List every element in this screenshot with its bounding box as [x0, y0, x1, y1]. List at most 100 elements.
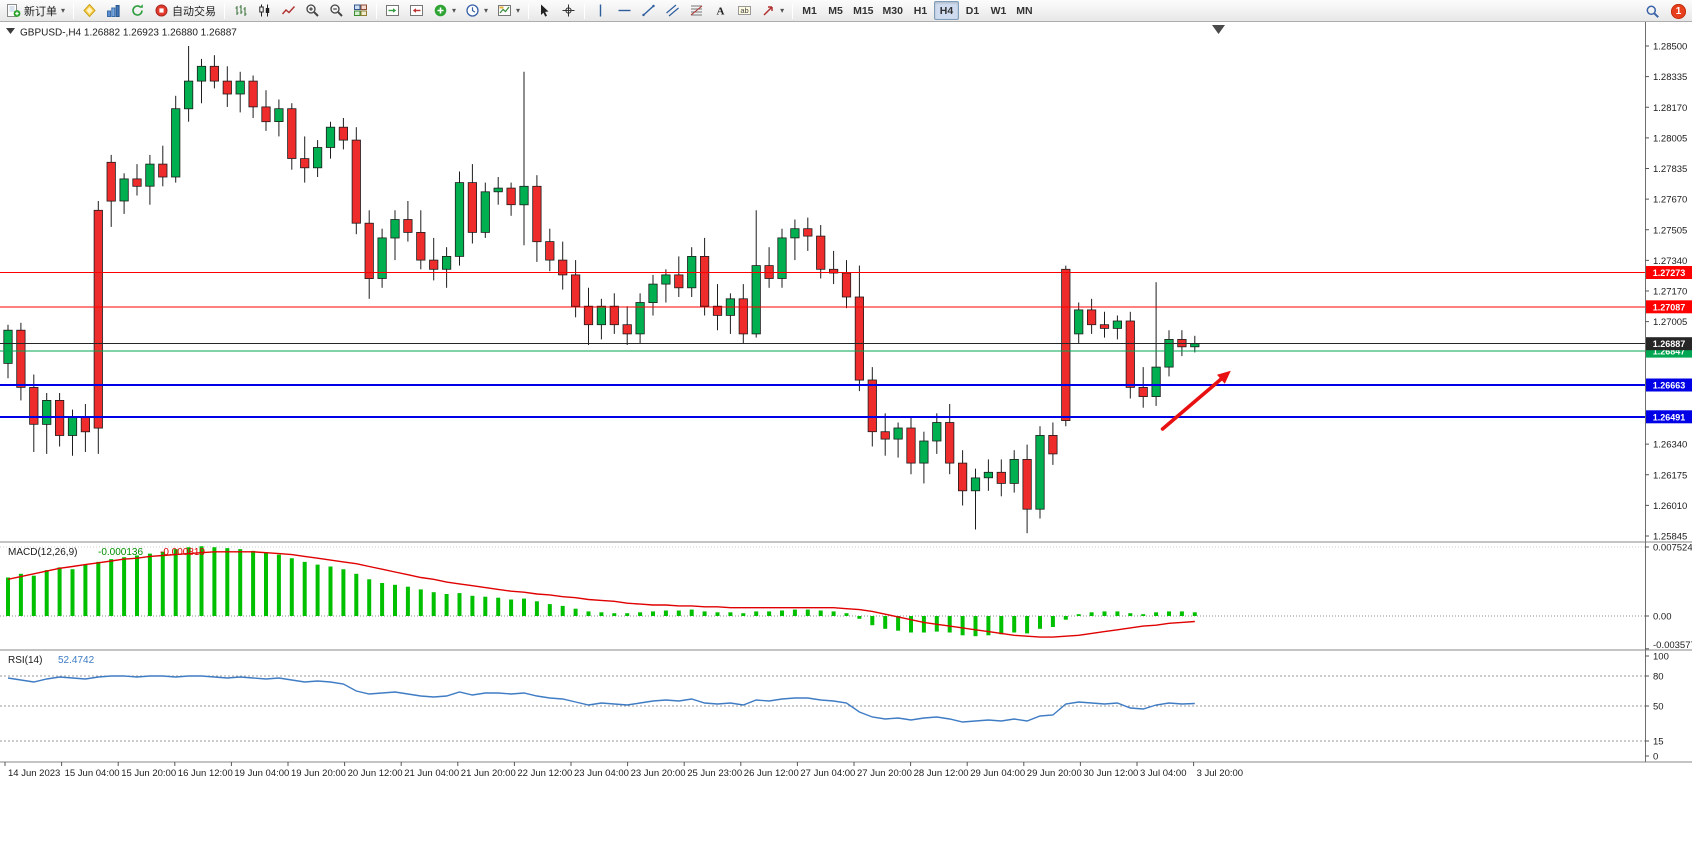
text-button[interactable]: A — [709, 1, 732, 20]
timeframe-w1-button[interactable]: W1 — [986, 1, 1011, 20]
metaeditor-button[interactable] — [78, 1, 101, 20]
hline-objects[interactable] — [0, 272, 1645, 418]
arrows-icon — [761, 3, 776, 18]
svg-text:1.26887: 1.26887 — [1653, 339, 1686, 349]
notification-badge[interactable]: 1 — [1671, 3, 1686, 19]
svg-text:14 Jun 2023: 14 Jun 2023 — [8, 768, 60, 779]
chart-shift-button[interactable] — [405, 1, 428, 20]
equidistant-channel-icon — [665, 3, 680, 18]
price-scale[interactable]: 1.28500 1.28335 1.28170 1.28005 1.27835 1.276… — [1645, 22, 1692, 763]
svg-text:21 Jun 04:00: 21 Jun 04:00 — [404, 768, 459, 779]
svg-text:29 Jun 20:00: 29 Jun 20:00 — [1027, 768, 1082, 779]
timeframe-m15-button[interactable]: M15 — [849, 1, 877, 20]
chart-shift-icon — [409, 3, 424, 18]
indicators-button[interactable]: ▾ — [429, 1, 460, 20]
equidistant-channel-button[interactable] — [661, 1, 684, 20]
timeframe-m30-button[interactable]: M30 — [879, 1, 907, 20]
new-order-button[interactable]: 新订单 ▾ — [2, 1, 69, 20]
bar-chart-button[interactable] — [229, 1, 252, 20]
zoom-out-button[interactable] — [325, 1, 348, 20]
resistance-line-2-badge — [1646, 300, 1692, 314]
svg-text:20 Jun 12:00: 20 Jun 12:00 — [348, 768, 403, 779]
bar-chart-icon — [233, 3, 248, 18]
line-chart-button[interactable] — [277, 1, 300, 20]
rsi-panel: RSI(14) 52.4742 — [0, 655, 1645, 742]
chevron-down-icon: ▾ — [452, 6, 457, 15]
cursor-button[interactable] — [533, 1, 556, 20]
crosshair-icon — [561, 3, 576, 18]
line-chart-icon — [281, 3, 296, 18]
chart-canvas[interactable]: MACD(12,26,9) -0.000136 -0.000819 RSI(14) 52… — [0, 22, 1692, 846]
periods-button[interactable]: ▾ — [461, 1, 492, 20]
svg-text:52.4742: 52.4742 — [58, 655, 95, 666]
refresh-button[interactable] — [126, 1, 149, 20]
svg-text:21 Jun 20:00: 21 Jun 20:00 — [461, 768, 516, 779]
crosshair-button[interactable] — [557, 1, 580, 20]
templates-button[interactable]: ▾ — [493, 1, 524, 20]
svg-text:15 Jun 04:00: 15 Jun 04:00 — [65, 768, 120, 779]
svg-text:3 Jul 20:00: 3 Jul 20:00 — [1197, 768, 1243, 779]
timeframe-h4-button[interactable]: H4 — [933, 1, 959, 20]
candles-layer — [3, 46, 1200, 534]
refresh-icon — [130, 3, 145, 18]
svg-text:1.27005: 1.27005 — [1653, 317, 1687, 328]
metaeditor-icon — [82, 3, 97, 18]
autotrading-button[interactable]: 自动交易 — [150, 1, 220, 20]
svg-text:-0.000819: -0.000819 — [160, 547, 205, 558]
svg-text:0.007524: 0.007524 — [1653, 543, 1692, 554]
svg-text:1.26340: 1.26340 — [1653, 440, 1687, 451]
svg-text:19 Jun 04:00: 19 Jun 04:00 — [234, 768, 289, 779]
svg-text:ab: ab — [740, 6, 748, 15]
new-order-icon — [6, 3, 21, 18]
svg-text:1.27087: 1.27087 — [1653, 302, 1686, 312]
svg-text:RSI(14): RSI(14) — [8, 655, 42, 666]
templates-icon — [497, 3, 512, 18]
svg-text:50: 50 — [1653, 702, 1664, 713]
timeframe-h1-button[interactable]: H1 — [908, 1, 933, 20]
autotrading-icon — [154, 3, 169, 18]
svg-text:0.00: 0.00 — [1653, 612, 1672, 623]
text-label-button[interactable]: ab — [733, 1, 756, 20]
new-order-label: 新订单 — [24, 5, 57, 18]
timeframe-m5-button[interactable]: M5 — [823, 1, 848, 20]
toolbar-separator — [224, 2, 226, 19]
tile-windows-button[interactable] — [349, 1, 372, 20]
horizontal-line-button[interactable] — [613, 1, 636, 20]
svg-text:1.27170: 1.27170 — [1653, 287, 1687, 298]
svg-text:1.27340: 1.27340 — [1653, 256, 1687, 267]
time-axis[interactable]: 14 Jun 2023 15 Jun 04:00 15 Jun 20:00 16 Ju… — [4, 762, 1243, 779]
timeframe-mn-button[interactable]: MN — [1012, 1, 1037, 20]
support-line-blue-2-badge — [1646, 410, 1692, 424]
svg-text:1.28170: 1.28170 — [1653, 103, 1687, 114]
toolbar-separator — [792, 2, 794, 19]
svg-text:19 Jun 20:00: 19 Jun 20:00 — [291, 768, 346, 779]
vertical-line-icon — [593, 3, 608, 18]
arrow-annotation[interactable] — [1160, 370, 1231, 431]
search-button[interactable] — [1641, 2, 1664, 21]
fibonacci-button[interactable] — [685, 1, 708, 20]
bid-price-line-badge — [1646, 337, 1692, 351]
symbol-dropdown-icon — [6, 28, 15, 34]
svg-text:-0.000136: -0.000136 — [98, 547, 143, 558]
svg-text:22 Jun 12:00: 22 Jun 12:00 — [517, 768, 572, 779]
vertical-line-button[interactable] — [589, 1, 612, 20]
resistance-line-1-badge — [1646, 266, 1692, 279]
periods-icon — [465, 3, 480, 18]
candlestick-chart-button[interactable] — [253, 1, 276, 20]
auto-scroll-button[interactable] — [381, 1, 404, 20]
auto-scroll-icon — [385, 3, 400, 18]
timeframe-d1-button[interactable]: D1 — [960, 1, 985, 20]
svg-text:1.26010: 1.26010 — [1653, 501, 1687, 512]
chart-window: MACD(12,26,9) -0.000136 -0.000819 RSI(14) 52… — [0, 22, 1692, 846]
macd-panel: MACD(12,26,9) -0.000136 -0.000819 — [0, 546, 1645, 638]
trendline-button[interactable] — [637, 1, 660, 20]
timeframe-m1-button[interactable]: M1 — [797, 1, 822, 20]
arrows-button[interactable]: ▾ — [757, 1, 788, 20]
text-icon: A — [713, 3, 728, 18]
svg-text:3 Jul 04:00: 3 Jul 04:00 — [1140, 768, 1186, 779]
svg-text:27 Jun 20:00: 27 Jun 20:00 — [857, 768, 912, 779]
zoom-in-button[interactable] — [301, 1, 324, 20]
toolbar-separator — [584, 2, 586, 19]
svg-text:1.27273: 1.27273 — [1653, 268, 1686, 278]
charts-button[interactable] — [102, 1, 125, 20]
